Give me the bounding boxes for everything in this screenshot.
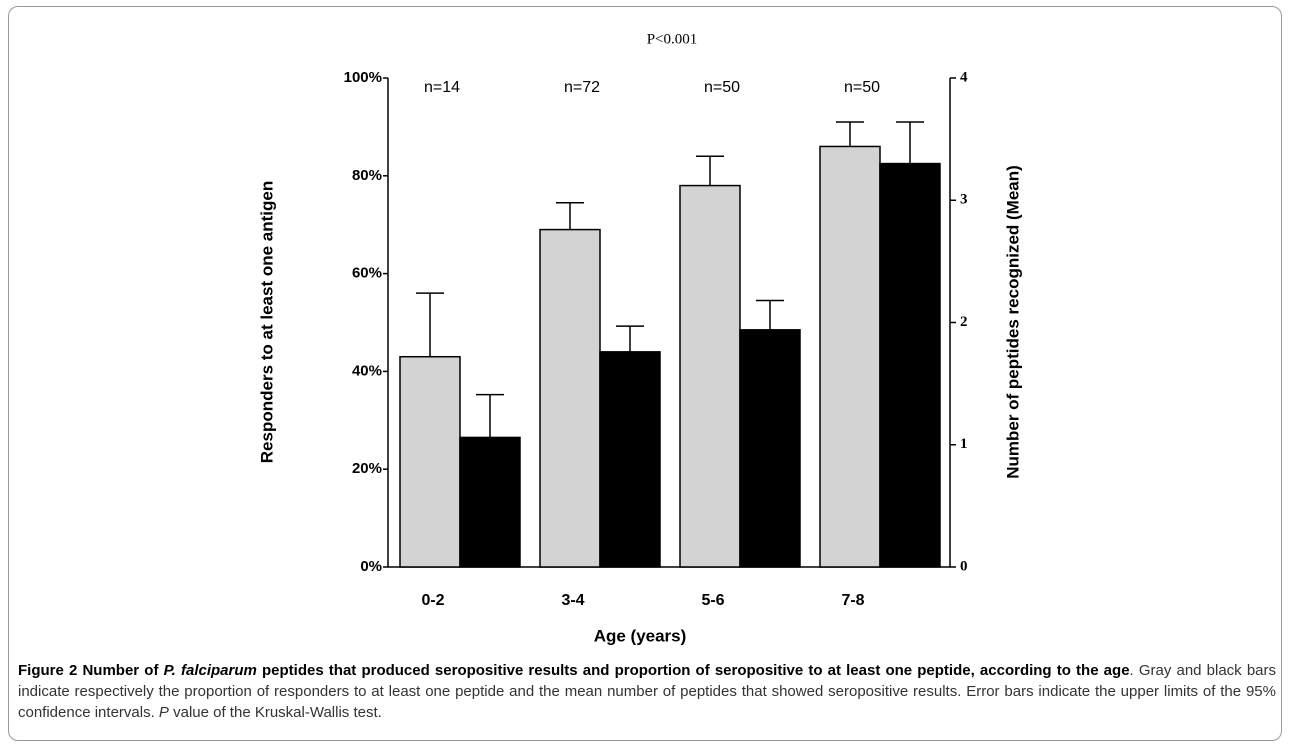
group-label: n=72: [564, 79, 600, 96]
y2-tick-label: 3: [960, 192, 968, 208]
bar: [819, 145, 881, 568]
bar: [459, 436, 521, 568]
bar: [679, 184, 741, 568]
bar: [399, 355, 461, 568]
group-label: n=14: [424, 79, 460, 96]
y-tick-label: 40%: [352, 362, 382, 379]
group-label: n=50: [704, 79, 740, 96]
y-tick-label: 60%: [352, 265, 382, 282]
caption-text: peptides that produced seropositive resu…: [256, 662, 1130, 679]
annotation: P<0.001: [647, 31, 698, 47]
y-tick-label: 0%: [360, 558, 382, 575]
bar: [879, 162, 941, 568]
x-tick-label: 7-8: [841, 592, 864, 609]
y2-tick-label: 4: [960, 69, 968, 85]
bar: [539, 228, 601, 568]
y-tick-label: 20%: [352, 460, 382, 477]
caption-text: value of the Kruskal-Wallis test.: [168, 704, 382, 721]
figure-frame: [8, 6, 1282, 741]
caption-text: P. falciparum: [163, 662, 257, 679]
chart: P<0.001 Responders to at least one antig…: [257, 31, 1022, 645]
group-label: n=50: [844, 79, 880, 96]
y-axis-title: Responders to at least one antigen: [257, 181, 276, 463]
y2-tick-label: 1: [960, 436, 968, 452]
caption-text: Figure 2 Number of: [18, 662, 164, 679]
y-tick-label: 80%: [352, 167, 382, 184]
y2-tick-label: 2: [960, 314, 968, 330]
caption: Figure 2 Number of P. falciparum peptide…: [18, 660, 1276, 723]
x-tick-label: 5-6: [701, 592, 724, 609]
bar: [739, 329, 801, 568]
y2-tick-label: 0: [960, 558, 968, 574]
y2-axis-title: Number of peptides recognized (Mean): [1003, 165, 1022, 479]
x-tick-label: 0-2: [421, 592, 444, 609]
y-tick-label: 100%: [344, 69, 382, 86]
x-axis-title: Age (years): [594, 626, 687, 645]
bar: [599, 351, 661, 568]
x-tick-label: 3-4: [561, 592, 584, 609]
caption-text: . Gray and black bars indicate respectiv…: [18, 662, 1276, 721]
caption-text: P: [158, 704, 169, 721]
